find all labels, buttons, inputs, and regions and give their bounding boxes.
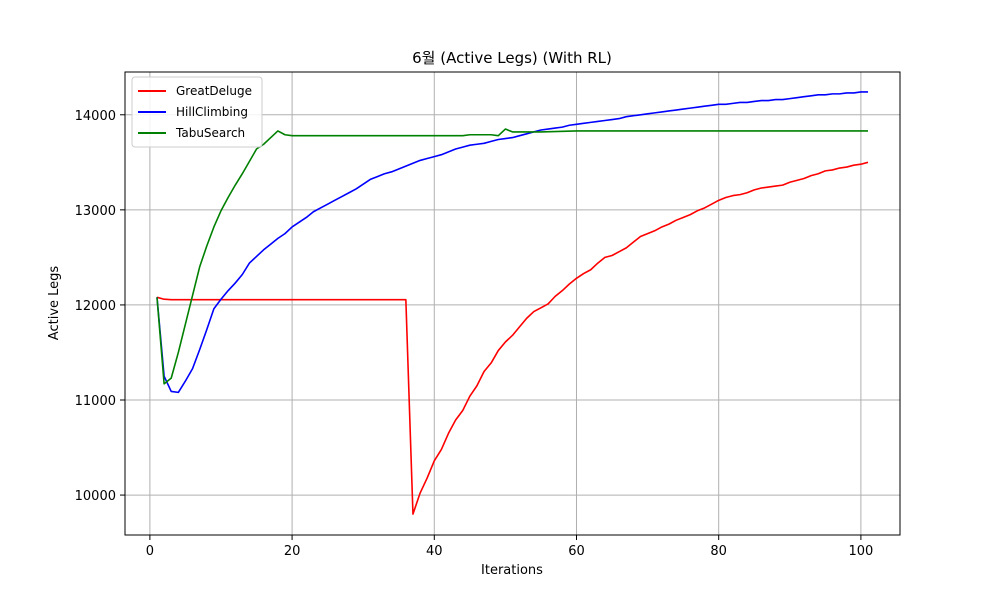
series-line-hillclimbing xyxy=(156,91,868,394)
x-tick-label: 80 xyxy=(710,544,727,559)
legend-label-hillclimbing: HillClimbing xyxy=(176,105,248,119)
plot-frame xyxy=(124,71,901,536)
x-tick-label: 60 xyxy=(568,544,585,559)
legend-label-greatdeluge: GreatDeluge xyxy=(176,84,252,98)
ticks: 0 20 40 60 80 100 10000 11000 12000 13000 14000 xyxy=(75,109,874,559)
x-tick-label: 20 xyxy=(284,544,301,559)
y-tick-label: 13000 xyxy=(75,204,116,219)
legend-box xyxy=(131,76,263,148)
x-tick-label: 40 xyxy=(426,544,443,559)
grid xyxy=(125,72,900,535)
series-line-greatdeluge xyxy=(156,161,869,515)
x-tick-label: 100 xyxy=(848,544,873,559)
legend: GreatDeluge HillClimbing TabuSearch xyxy=(131,76,263,148)
chart-title: 6월 (Active Legs) (With RL) xyxy=(412,49,612,67)
y-tick-label: 14000 xyxy=(75,109,116,124)
y-axis-label: Active Legs xyxy=(47,266,62,341)
legend-label-tabusearch: TabuSearch xyxy=(175,126,245,140)
series-line-tabusearch xyxy=(156,128,868,385)
x-axis-label: Iterations xyxy=(481,563,543,578)
y-tick-label: 11000 xyxy=(75,394,116,409)
y-tick-label: 12000 xyxy=(75,299,116,314)
y-tick-label: 10000 xyxy=(75,489,116,504)
series-layer xyxy=(156,91,869,515)
x-tick-label: 0 xyxy=(146,544,154,559)
